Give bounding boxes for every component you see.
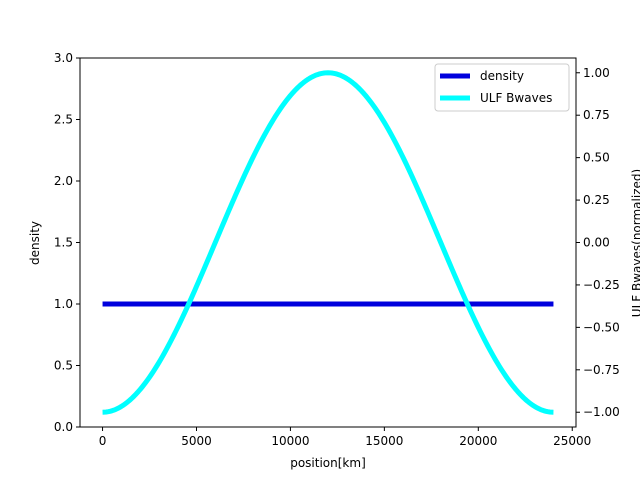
x-tick-label: 15000 xyxy=(365,434,403,448)
x-axis-label: position[km] xyxy=(290,456,366,470)
right-y-tick-label: 0.00 xyxy=(583,236,610,250)
right-y-axis-label: ULF Bwaves(normalized) xyxy=(630,169,640,317)
left-y-tick-label: 0.0 xyxy=(54,420,73,434)
left-y-tick-label: 1.5 xyxy=(54,236,73,250)
series-layer xyxy=(101,70,555,415)
right-y-tick-label: −1.00 xyxy=(583,405,620,419)
left-y-axis-ticks: 0.0 0.5 1.0 1.5 2.0 2.5 3.0 xyxy=(54,51,80,434)
x-tick-label: 25000 xyxy=(553,434,591,448)
x-tick-label: 10000 xyxy=(271,434,309,448)
x-tick-label: 5000 xyxy=(181,434,212,448)
left-y-tick-label: 1.0 xyxy=(54,297,73,311)
right-y-tick-label: 0.50 xyxy=(583,151,610,165)
left-y-tick-label: 2.0 xyxy=(54,174,73,188)
right-y-tick-label: 0.25 xyxy=(583,193,610,207)
right-y-tick-label: −0.75 xyxy=(583,363,620,377)
x-tick-label: 0 xyxy=(99,434,107,448)
series-line-ulf-bwaves xyxy=(101,70,555,415)
legend-label-ulf-bwaves: ULF Bwaves xyxy=(480,91,552,105)
legend: density ULF Bwaves xyxy=(434,63,570,112)
right-y-axis-ticks: −1.00 −0.75 −0.50 −0.25 0.00 0.25 0.50 0.75 1.00 xyxy=(576,66,620,419)
x-axis-ticks: 0 5000 10000 15000 20000 25000 xyxy=(99,427,591,448)
right-y-tick-label: 1.00 xyxy=(583,66,610,80)
right-y-tick-label: −0.25 xyxy=(583,278,620,292)
left-y-tick-label: 3.0 xyxy=(54,51,73,65)
right-y-tick-label: 0.75 xyxy=(583,108,610,122)
left-y-axis-label: density xyxy=(28,221,42,265)
legend-label-density: density xyxy=(480,69,524,83)
left-y-tick-label: 0.5 xyxy=(54,359,73,373)
right-y-tick-label: −0.50 xyxy=(583,320,620,334)
left-y-tick-label: 2.5 xyxy=(54,113,73,127)
x-tick-label: 20000 xyxy=(459,434,497,448)
